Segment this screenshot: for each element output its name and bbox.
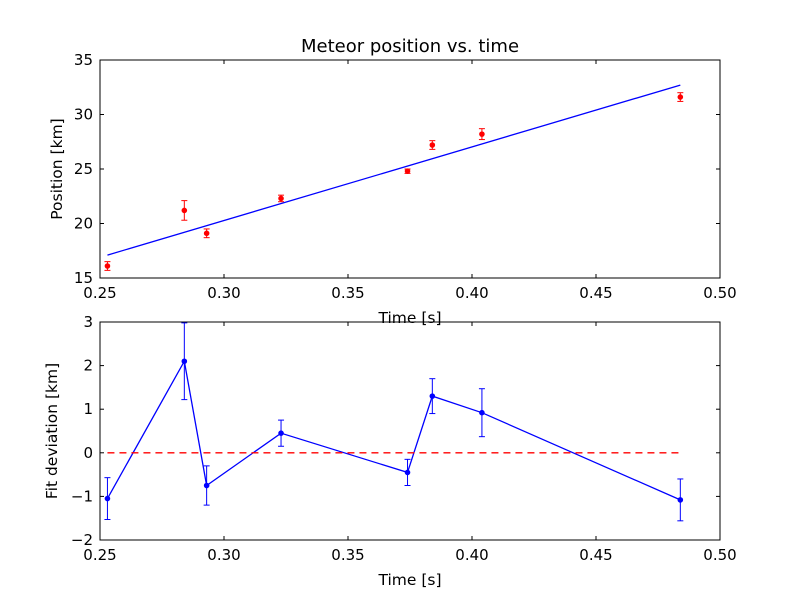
y-tick-label: 0 — [83, 444, 93, 462]
y-tick-label: 1 — [83, 400, 93, 418]
y-axis-label: Fit deviation [km] — [43, 363, 61, 499]
x-tick-label: 0.35 — [331, 546, 364, 564]
x-tick-label: 0.25 — [83, 284, 116, 302]
chart-title: Meteor position vs. time — [301, 36, 519, 57]
x-tick-label: 0.30 — [207, 284, 240, 302]
x-tick-label: 0.25 — [83, 546, 116, 564]
data-point — [203, 230, 210, 237]
plot-position: 0.25 0.30 0.35 0.40 0.45 0.50 15 20 25 30 35 Time [… — [48, 36, 737, 327]
data-point — [429, 393, 436, 399]
deviation-line — [106, 359, 681, 501]
y-tick-label: 25 — [74, 160, 93, 178]
data-point — [479, 131, 485, 137]
plot-deviation: 0.25 0.30 0.35 0.40 0.45 0.50 −2 −1 0 1 2 3 Time [s]… — [43, 313, 737, 589]
x-axis-label: Time [s] — [377, 309, 441, 327]
data-point — [104, 263, 111, 269]
data-point — [278, 195, 284, 202]
x-tick-label: 0.40 — [455, 546, 488, 564]
data-point — [203, 482, 210, 489]
y-tick-label: 3 — [83, 313, 93, 331]
data-point — [181, 207, 188, 214]
x-tick-label: 0.35 — [331, 284, 364, 302]
axes-frame — [99, 321, 721, 541]
data-point — [677, 94, 684, 100]
data-point — [429, 142, 436, 148]
plot-area — [104, 84, 684, 271]
data-point — [404, 469, 411, 476]
fit-line — [107, 84, 681, 256]
x-tick-label: 0.45 — [579, 284, 612, 302]
data-point — [104, 495, 111, 502]
x-tick-label: 0.50 — [703, 546, 736, 564]
y-tick-label: 2 — [83, 357, 93, 375]
y-axis-label: Position [km] — [48, 118, 66, 219]
y-tick-label: −2 — [71, 531, 93, 549]
y-tick-label: −1 — [71, 487, 93, 505]
y-tick-label: 15 — [74, 269, 93, 287]
data-point — [479, 409, 485, 416]
y-tick-label: 35 — [74, 51, 93, 69]
x-tick-label: 0.45 — [579, 546, 612, 564]
x-axis-label: Time [s] — [377, 571, 441, 589]
data-point — [677, 497, 684, 503]
y-tick-label: 20 — [74, 215, 93, 233]
data-point — [278, 430, 284, 436]
x-tick-label: 0.40 — [455, 284, 488, 302]
x-tick-label: 0.30 — [207, 546, 240, 564]
y-tick-label: 30 — [74, 106, 93, 124]
data-point — [404, 168, 411, 174]
plot-area — [104, 322, 684, 522]
data-point — [181, 358, 188, 365]
x-tick-label: 0.50 — [703, 284, 736, 302]
